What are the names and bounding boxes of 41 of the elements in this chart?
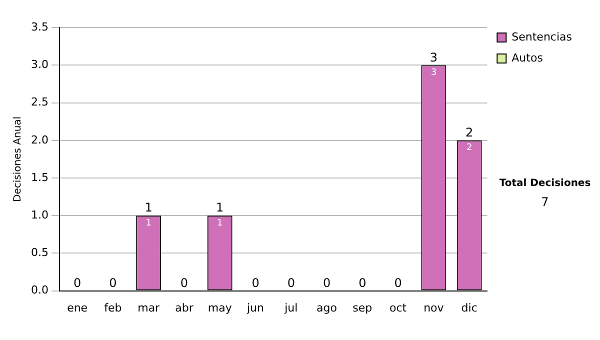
total-label: 0 <box>252 276 260 290</box>
y-tick-label: 3.0 <box>30 58 48 72</box>
y-axis-title: Decisiones Anual <box>12 116 24 202</box>
y-tick-label: 3.5 <box>30 20 48 34</box>
y-tick-label: 1.0 <box>30 208 48 222</box>
y-tick-label: 2.5 <box>30 96 48 109</box>
y-tick-label: 0.0 <box>30 284 48 297</box>
legend-label: Autos <box>512 51 544 64</box>
x-tick-label: feb <box>104 301 122 314</box>
y-tick-label: 0.5 <box>30 246 48 260</box>
x-tick-label: may <box>208 301 232 314</box>
total-label: 1 <box>144 200 152 215</box>
total-label: 0 <box>73 276 82 290</box>
y-tick-label: 2.0 <box>30 133 48 146</box>
total-label: 0 <box>322 276 331 290</box>
text: Total Decisiones <box>498 178 592 189</box>
text: 7 <box>540 195 550 209</box>
total-label: 0 <box>287 276 295 290</box>
legend-label: Sentencias <box>512 30 572 44</box>
total-label: 3 <box>430 50 438 64</box>
data-label: 3 <box>430 68 437 78</box>
data-label: 1 <box>146 218 152 228</box>
x-tick-label: ago <box>316 301 338 314</box>
y-tick-label: 1.5 <box>30 170 48 184</box>
x-tick-label: oct <box>390 301 408 314</box>
total-label: 1 <box>216 200 224 215</box>
total-label: 0 <box>180 276 188 290</box>
total-label: 0 <box>394 276 402 290</box>
total-label: 0 <box>109 276 117 290</box>
x-tick-label: jul <box>284 301 298 314</box>
x-tick-label: sep <box>352 301 372 314</box>
x-tick-label: jun <box>246 301 264 314</box>
total-label: 2 <box>466 126 474 140</box>
total-label: 0 <box>358 276 366 290</box>
x-tick-label: nov <box>424 301 444 314</box>
x-tick-label: abr <box>175 301 194 314</box>
data-label: 2 <box>466 143 472 154</box>
data-label: 1 <box>217 218 223 228</box>
x-tick-label: ene <box>67 301 88 314</box>
x-tick-label: mar <box>138 301 160 314</box>
x-tick-label: dic <box>461 301 478 314</box>
